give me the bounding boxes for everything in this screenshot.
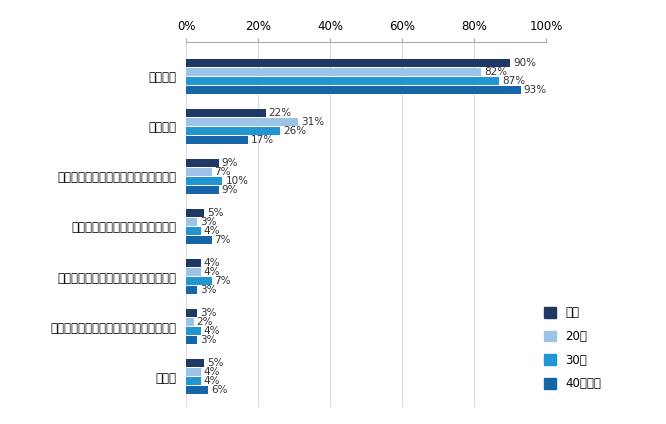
Text: 90%: 90% <box>513 58 536 68</box>
Text: 26%: 26% <box>283 126 306 136</box>
Text: 31%: 31% <box>301 117 324 127</box>
Text: 7%: 7% <box>214 167 231 177</box>
Bar <box>186 336 197 344</box>
Bar <box>186 286 197 294</box>
Legend: 全体, 20代, 30代, 40代以上: 全体, 20代, 30代, 40代以上 <box>541 303 605 394</box>
Text: 5%: 5% <box>207 208 224 218</box>
Bar <box>186 327 201 335</box>
Bar <box>186 209 204 217</box>
Bar <box>186 127 280 135</box>
Text: 3%: 3% <box>200 285 216 295</box>
Text: 22%: 22% <box>268 108 292 118</box>
Text: 9%: 9% <box>222 185 238 195</box>
Bar <box>186 59 510 67</box>
Bar <box>186 259 201 267</box>
Bar <box>186 68 482 76</box>
Text: 3%: 3% <box>200 308 216 318</box>
Text: 93%: 93% <box>524 85 547 95</box>
Bar <box>186 386 208 394</box>
Text: 17%: 17% <box>250 135 274 145</box>
Text: 3%: 3% <box>200 335 216 345</box>
Bar <box>186 377 201 385</box>
Text: 4%: 4% <box>204 226 220 236</box>
Bar <box>186 186 219 194</box>
Bar <box>186 236 212 244</box>
Bar <box>186 318 194 326</box>
Text: 5%: 5% <box>207 358 224 368</box>
Text: 9%: 9% <box>222 158 238 168</box>
Bar <box>186 177 222 185</box>
Bar <box>186 268 201 276</box>
Bar <box>186 77 500 85</box>
Bar <box>186 309 197 317</box>
Text: 4%: 4% <box>204 376 220 386</box>
Bar <box>186 227 201 235</box>
Text: 4%: 4% <box>204 326 220 336</box>
Text: 2%: 2% <box>196 317 213 327</box>
Bar <box>186 159 219 167</box>
Text: 6%: 6% <box>211 385 227 395</box>
Bar <box>186 109 266 117</box>
Bar <box>186 168 212 176</box>
Text: 7%: 7% <box>214 235 231 245</box>
Bar <box>186 368 201 376</box>
Text: 4%: 4% <box>204 367 220 377</box>
Bar <box>186 86 521 94</box>
Bar <box>186 218 197 226</box>
Text: 82%: 82% <box>484 67 507 77</box>
Text: 7%: 7% <box>214 276 231 286</box>
Bar <box>186 277 212 285</box>
Text: 87%: 87% <box>502 76 525 86</box>
Text: 3%: 3% <box>200 217 216 227</box>
Text: 4%: 4% <box>204 258 220 268</box>
Bar <box>186 118 298 126</box>
Bar <box>186 359 204 367</box>
Bar <box>186 136 248 144</box>
Text: 4%: 4% <box>204 267 220 277</box>
Text: 10%: 10% <box>225 176 248 186</box>
